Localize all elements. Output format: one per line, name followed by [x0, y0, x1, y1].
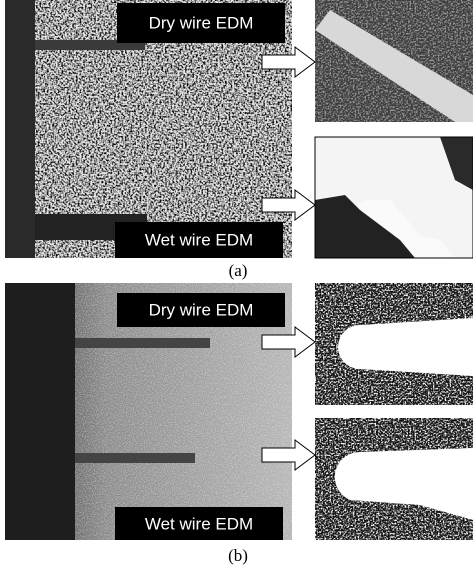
inset-b-bottom	[315, 418, 473, 540]
page: {"figure": {"panels": [ {"label": "(a)",…	[0, 0, 473, 570]
inset-a-top	[315, 0, 473, 122]
inset-a-bottom	[315, 137, 473, 258]
bottom-label: Wet wire EDM	[145, 230, 253, 249]
figure: Dry wire EDM Wet wire EDM (a) Dry wire E…	[0, 0, 473, 570]
top-label: Dry wire EDM	[149, 300, 254, 319]
top-label: Dry wire EDM	[149, 13, 254, 32]
panel-caption: (b)	[228, 546, 248, 565]
bottom-label: Wet wire EDM	[145, 514, 253, 533]
inset-b-top	[315, 283, 473, 405]
panel-caption: (a)	[229, 261, 248, 280]
